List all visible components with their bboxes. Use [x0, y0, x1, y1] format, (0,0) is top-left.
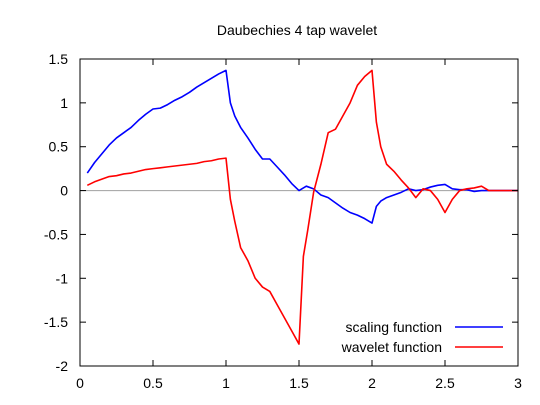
x-tick-label: 0.5 — [143, 375, 163, 391]
x-tick-label: 1 — [222, 375, 230, 391]
y-tick-label: 0 — [60, 183, 68, 199]
x-tick-label: 2.5 — [435, 375, 455, 391]
y-tick-label: -2 — [56, 358, 69, 374]
y-tick-label: 1 — [60, 95, 68, 111]
y-tick-label: -1 — [56, 270, 69, 286]
plot-frame — [79, 58, 519, 367]
x-tick-label: 2 — [368, 375, 376, 391]
y-tick-label: -1.5 — [44, 314, 68, 330]
y-tick-label: 1.5 — [49, 51, 69, 67]
x-tick-label: 1.5 — [289, 375, 309, 391]
legend-label: wavelet function — [341, 339, 442, 355]
series-line-1 — [86, 69, 518, 224]
y-tick-label: 0.5 — [49, 139, 69, 155]
y-tick-label: -0.5 — [44, 226, 68, 242]
legend: scaling function wavelet function — [341, 319, 503, 355]
x-tick-label: 3 — [514, 375, 522, 391]
chart-title: Daubechies 4 tap wavelet — [217, 22, 377, 38]
series-line-2 — [86, 69, 518, 345]
x-tick-label: 0 — [76, 375, 84, 391]
legend-label: scaling function — [345, 319, 442, 335]
